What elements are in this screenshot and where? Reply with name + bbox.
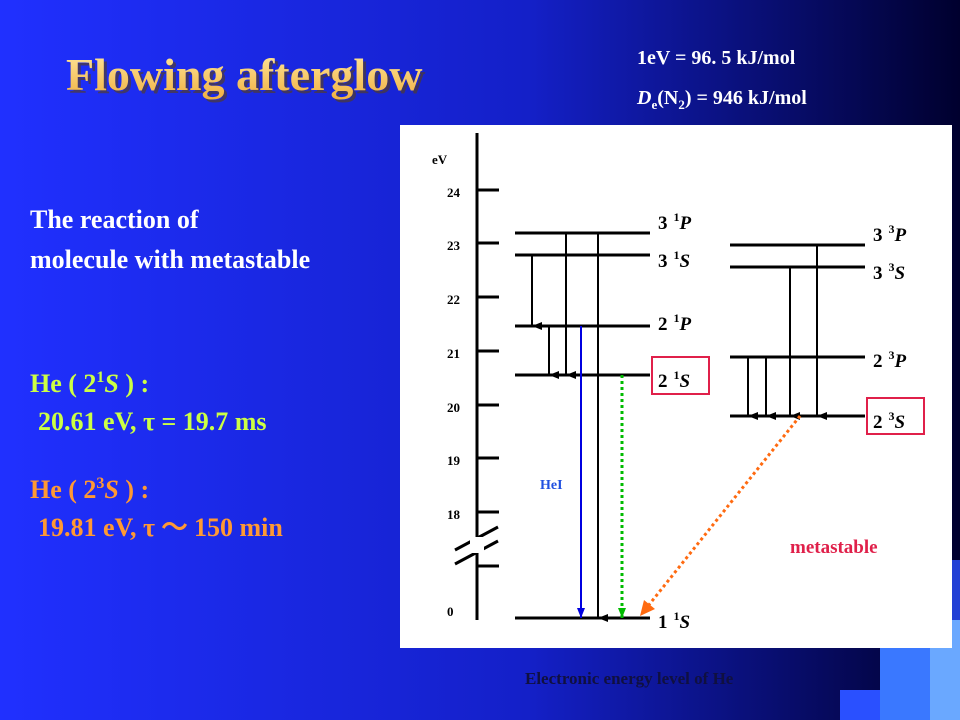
annotation: metastable [790, 537, 878, 558]
state-heading: He ( 21S ) : [30, 369, 149, 398]
level-multiplicity: 1 [674, 210, 680, 224]
tick-label: 18 [447, 507, 461, 522]
title-shadow: Flowing afterglow [69, 52, 425, 103]
term: S [104, 475, 118, 504]
state-heading: He ( 23S ) : [30, 475, 149, 504]
text: ) : [119, 475, 149, 504]
tick-label: 24 [447, 185, 461, 200]
tick-label: 20 [447, 400, 460, 415]
level-term: S [680, 371, 691, 392]
level-label: 2 3P [873, 348, 907, 372]
term: S [104, 369, 118, 398]
state-2: He ( 23S ) : 19.81 eV, τ ～ 150 min [30, 475, 283, 542]
level-label: 3 3S [873, 260, 905, 284]
text: He ( 2 [30, 475, 96, 504]
molecule: (N [657, 87, 679, 109]
highlight-box [866, 397, 925, 435]
diagram-panel [400, 125, 952, 648]
reaction-line: The reaction of [30, 205, 199, 234]
axis-break [454, 525, 499, 566]
highlight-box [651, 356, 710, 395]
level-multiplicity: 1 [674, 609, 680, 623]
level-term: P [894, 351, 907, 372]
transition-label: HeI [540, 478, 563, 493]
level-n: 1 [658, 612, 668, 633]
level-multiplicity: 3 [889, 348, 895, 362]
level-n: 3 [873, 263, 883, 284]
level-label: 2 1P [658, 311, 692, 335]
text: He ( 2 [30, 369, 96, 398]
level-n: 3 [873, 225, 883, 246]
level-multiplicity: 1 [674, 368, 680, 382]
superscript: 1 [96, 369, 104, 386]
level-multiplicity: 3 [889, 409, 895, 423]
text: ) : [119, 369, 149, 398]
level-term: P [894, 225, 907, 246]
text: ) = 946 kJ/mol [685, 87, 807, 109]
level-n: 3 [658, 251, 668, 272]
superscript: 3 [96, 475, 104, 492]
transitions [531, 233, 827, 622]
level-multiplicity: 3 [889, 222, 895, 236]
tick-label: 22 [447, 292, 460, 307]
level-n: 2 [658, 314, 668, 335]
level-n: 2 [873, 412, 883, 433]
level-term: S [680, 612, 691, 633]
level-label: 2 1S [658, 368, 690, 392]
level-multiplicity: 1 [674, 311, 680, 325]
state-detail: 20.61 eV, τ = 19.7 ms [38, 407, 267, 436]
tick-label: 23 [447, 238, 461, 253]
level-term: P [679, 213, 692, 234]
level-label: 3 1S [658, 248, 690, 272]
level-label: 2 3S [873, 409, 905, 433]
reaction-line: molecule with metastable [30, 245, 310, 274]
tick-label: 19 [447, 453, 461, 468]
level-n: 2 [873, 351, 883, 372]
tick-label: 21 [447, 346, 460, 361]
subscript: e [651, 97, 657, 112]
axis-unit: eV [432, 152, 448, 167]
level-label: 3 3P [873, 222, 907, 246]
level-term: S [680, 251, 691, 272]
tick-label: 0 [447, 604, 454, 619]
dissociation: De(N2) = 946 kJ/mol [636, 87, 807, 112]
title: Flowing afterglow [66, 49, 422, 100]
level-term: S [895, 412, 906, 433]
caption: Electronic energy level of He [525, 669, 734, 688]
level-n: 2 [658, 371, 668, 392]
level-multiplicity: 3 [889, 260, 895, 274]
level-multiplicity: 1 [674, 248, 680, 262]
level-term: P [679, 314, 692, 335]
state-1: He ( 21S ) : 20.61 eV, τ = 19.7 ms [30, 369, 267, 436]
level-term: S [895, 263, 906, 284]
level-label: 3 1P [658, 210, 692, 234]
level-label: 1 1S [658, 609, 690, 633]
conversion: 1eV = 96. 5 kJ/mol [637, 47, 796, 69]
symbol: D [636, 87, 651, 109]
level-n: 3 [658, 213, 668, 234]
subscript: 2 [678, 97, 685, 112]
state-detail: 19.81 eV, τ ～ 150 min [38, 513, 283, 542]
